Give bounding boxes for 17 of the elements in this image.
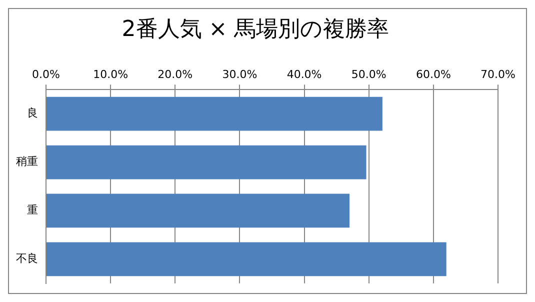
x-tick-label: 60.0% <box>416 68 451 81</box>
bar <box>46 145 366 180</box>
bar <box>46 96 382 131</box>
y-tick-label: 不良 <box>16 252 38 266</box>
x-tick-label: 0.0% <box>32 68 60 81</box>
y-tick-label: 稍重 <box>16 155 38 168</box>
x-tick-label: 70.0% <box>480 68 516 81</box>
y-tick-label: 重 <box>27 204 38 217</box>
x-tick-label: 10.0% <box>93 68 128 81</box>
x-tick-label: 50.0% <box>351 68 386 81</box>
x-tick-label: 30.0% <box>222 68 258 81</box>
bar <box>46 242 446 276</box>
y-tick-label: 良 <box>27 106 38 120</box>
chart-title: 2番人気 × 馬場別の複勝率 <box>122 16 390 42</box>
bar <box>46 194 350 228</box>
x-tick-label: 20.0% <box>158 68 193 81</box>
x-tick-label: 40.0% <box>286 68 322 81</box>
